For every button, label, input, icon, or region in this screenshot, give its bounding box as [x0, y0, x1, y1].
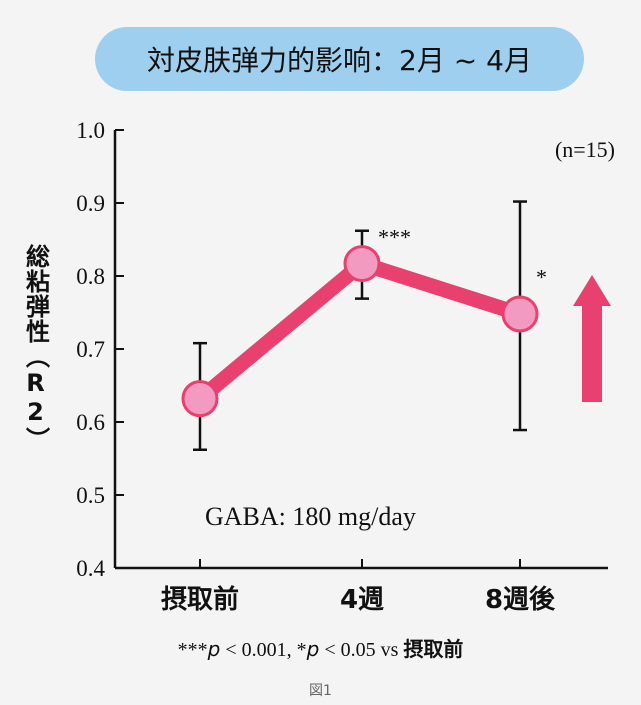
x-tick-label: 摂取前	[161, 584, 239, 615]
footnote-threshold-1: < 0.001, *	[220, 639, 307, 661]
y-axis-label: 総粘弾性（R2）	[21, 244, 50, 452]
footnote-p-2: p	[306, 637, 320, 661]
series-line	[192, 256, 528, 407]
dosage-annotation: GABA: 180 mg/day	[205, 502, 416, 531]
y-tick-label: 0.6	[76, 410, 105, 435]
trend-arrow-up-icon	[573, 275, 611, 402]
significance-label: ***	[378, 225, 411, 250]
x-tick-label: 4週	[340, 585, 384, 615]
data-point	[181, 380, 219, 418]
y-tick-label: 0.9	[76, 191, 105, 216]
y-tick-label: 1.0	[76, 118, 105, 143]
footnote-threshold-2: < 0.05 vs	[319, 639, 404, 661]
footnote-p-1: p	[207, 637, 221, 661]
data-point	[501, 295, 539, 333]
y-tick-label: 0.5	[76, 483, 105, 508]
sample-size-label: (n=15)	[555, 137, 615, 162]
data-point	[343, 245, 381, 283]
footnote-baseline: 摂取前	[403, 637, 464, 661]
y-tick-label: 0.8	[76, 264, 105, 289]
y-tick-label: 0.7	[76, 337, 105, 362]
footnote-stars-1: ***	[177, 639, 208, 661]
y-tick-label: 0.4	[76, 556, 105, 581]
significance-label: *	[536, 265, 547, 290]
footnote: ***p < 0.001, *p < 0.05 vs 摂取前	[0, 633, 641, 662]
figure-caption: 図1	[309, 683, 332, 699]
chart-title: 対皮肤弹力的影响：2月 ~ 4月	[95, 27, 584, 91]
x-tick-label: 8週後	[485, 584, 556, 615]
